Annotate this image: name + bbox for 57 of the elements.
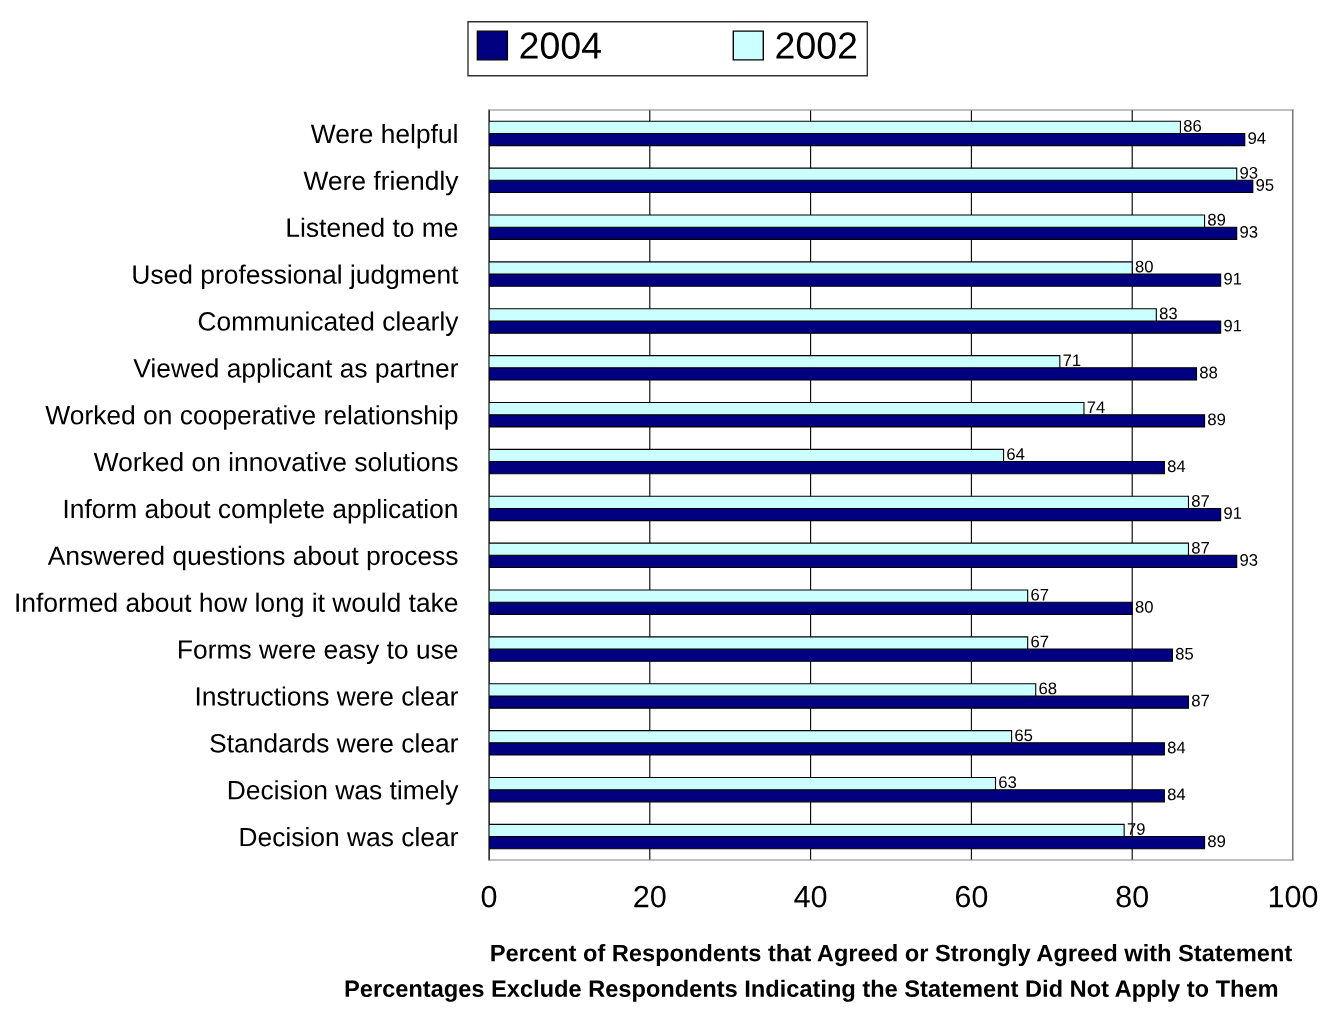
y-tick-label: Communicated clearly (198, 311, 459, 336)
x-tick-label: 0 (481, 885, 497, 908)
data-label: 87 (1191, 694, 1209, 707)
y-tick-label: Viewed applicant as partner (133, 358, 459, 383)
data-label: 91 (1224, 272, 1242, 285)
data-label: 93 (1240, 225, 1258, 238)
data-label: 80 (1135, 260, 1153, 273)
data-label: 85 (1175, 647, 1194, 660)
data-label: 88 (1200, 366, 1218, 379)
y-tick-label: Instructions were clear (196, 686, 459, 706)
y-tick-label: Informed about how long it would take (16, 592, 458, 618)
data-label: 91 (1224, 507, 1242, 520)
y-tick-label: Decision was clear (240, 827, 459, 847)
data-label: 95 (1256, 179, 1274, 191)
y-tick-label: Worked on cooperative relationship (45, 405, 458, 430)
x-axis-title: Percent of Respondents that Agreed or Strongly Agreed with Statement (491, 944, 1292, 967)
y-tick-label: Used professional judgment (133, 264, 459, 290)
data-label: 67 (1031, 635, 1049, 648)
x-tick-label: 20 (634, 885, 666, 908)
y-tick-label: Standards were clear (210, 733, 459, 753)
data-label: 84 (1167, 788, 1186, 801)
data-label: 63 (999, 776, 1017, 789)
data-label: 74 (1087, 401, 1105, 413)
data-label: 68 (1039, 682, 1057, 695)
legend-label: 2004 (520, 32, 601, 59)
data-label: 84 (1167, 741, 1186, 754)
data-label: 94 (1248, 132, 1266, 145)
x-tick-label: 100 (1269, 885, 1318, 908)
data-label: 93 (1240, 166, 1258, 179)
data-label: 87 (1191, 495, 1209, 507)
data-label: 89 (1208, 413, 1226, 426)
legend-label: 2002 (776, 32, 857, 59)
data-label: 89 (1208, 835, 1226, 848)
y-tick-label: Were helpful (310, 123, 457, 149)
text: Percentages Exclude Respondents Indicating the Statement Did Not Apply to Them (345, 979, 1278, 1002)
x-tick-label: 80 (1116, 885, 1148, 908)
y-tick-label: Worked on innovative solutions (93, 452, 458, 472)
y-tick-label: Inform about complete application (64, 498, 457, 524)
data-label: 87 (1191, 541, 1209, 554)
data-label: 84 (1167, 460, 1186, 473)
y-tick-label: Decision was timely (228, 780, 459, 805)
data-label: 64 (1007, 448, 1025, 460)
data-label: 83 (1159, 307, 1177, 320)
y-tick-label: Were friendly (303, 170, 459, 196)
x-tick-label: 40 (794, 885, 827, 908)
data-label: 91 (1224, 319, 1242, 332)
data-label: 86 (1183, 120, 1202, 132)
data-label: 93 (1240, 554, 1258, 566)
data-label: 65 (1015, 729, 1033, 742)
data-label: 89 (1208, 213, 1226, 226)
y-tick-label: Forms were easy to use (179, 640, 458, 665)
data-label: 71 (1063, 354, 1081, 367)
x-tick-label: 60 (955, 885, 988, 908)
data-label: 80 (1135, 600, 1153, 613)
y-tick-label: Listened to me (287, 217, 458, 238)
data-label: 67 (1031, 588, 1049, 601)
y-tick-label: Answered questions about process (47, 545, 458, 571)
